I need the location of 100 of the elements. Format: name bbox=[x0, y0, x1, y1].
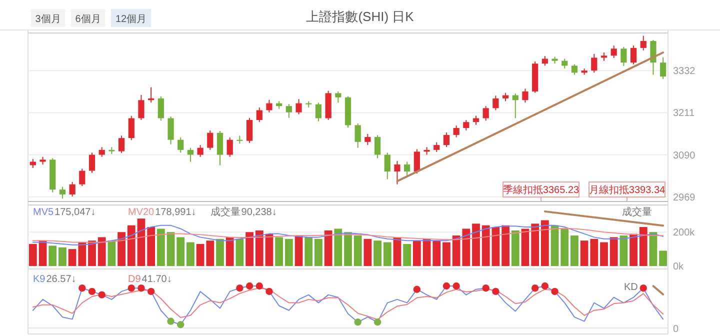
annotation: 月線扣抵3393.34 bbox=[588, 184, 666, 196]
text: 41.70↓ bbox=[142, 274, 172, 285]
point bbox=[551, 288, 558, 296]
bar bbox=[364, 238, 372, 266]
bar bbox=[166, 232, 175, 266]
candlestick bbox=[98, 146, 105, 158]
bar bbox=[570, 236, 578, 266]
point bbox=[88, 288, 96, 296]
candlestick bbox=[207, 130, 214, 150]
bar bbox=[156, 228, 165, 266]
point bbox=[256, 282, 263, 290]
candlestick bbox=[404, 161, 410, 176]
candlestick bbox=[256, 106, 262, 123]
bar bbox=[550, 225, 559, 266]
candlestick bbox=[178, 136, 184, 154]
text: MV5 bbox=[33, 207, 54, 218]
bar bbox=[284, 238, 293, 266]
bar bbox=[580, 240, 588, 266]
bar bbox=[639, 227, 648, 266]
bar bbox=[432, 240, 441, 266]
point bbox=[640, 284, 647, 292]
candlestick bbox=[610, 45, 617, 59]
candlestick bbox=[463, 119, 470, 131]
candlestick bbox=[562, 58, 568, 69]
point bbox=[177, 321, 184, 328]
bar bbox=[521, 228, 530, 266]
point bbox=[442, 282, 450, 290]
bar bbox=[176, 237, 185, 266]
annotation: 175,047↓ bbox=[54, 207, 96, 218]
point bbox=[128, 284, 135, 292]
y-tick-label: 200k bbox=[673, 228, 696, 239]
series-label: MV20 bbox=[128, 207, 155, 218]
bar bbox=[118, 232, 126, 266]
bar bbox=[236, 238, 244, 266]
bar bbox=[48, 246, 57, 266]
candlestick bbox=[620, 46, 627, 67]
annotation: KD bbox=[624, 282, 638, 293]
candlestick bbox=[443, 132, 450, 148]
candlestick bbox=[168, 116, 174, 145]
candlestick bbox=[30, 158, 36, 168]
bar bbox=[511, 230, 520, 266]
bar bbox=[403, 244, 412, 266]
candlestick bbox=[414, 148, 420, 174]
bar bbox=[255, 230, 264, 266]
text: 6個月 bbox=[75, 14, 101, 25]
candlestick bbox=[138, 94, 144, 120]
bar bbox=[98, 237, 106, 266]
y-tick-label: 3332 bbox=[673, 66, 696, 78]
bar bbox=[226, 237, 234, 266]
bar bbox=[275, 237, 284, 266]
bar bbox=[38, 240, 47, 266]
bar bbox=[58, 247, 66, 266]
bar bbox=[531, 224, 540, 266]
candlestick bbox=[315, 102, 322, 122]
candlestick bbox=[472, 115, 480, 126]
candlestick bbox=[394, 160, 400, 185]
candlestick bbox=[88, 152, 96, 174]
candlestick bbox=[216, 130, 224, 166]
bar bbox=[383, 242, 392, 266]
bar bbox=[502, 225, 510, 266]
y-tick-label: 3211 bbox=[673, 108, 695, 120]
point bbox=[541, 282, 549, 290]
candlestick bbox=[296, 98, 302, 115]
bar bbox=[492, 227, 500, 266]
annotation: 178,991↓ bbox=[155, 207, 196, 218]
bar bbox=[560, 228, 569, 266]
bar bbox=[246, 232, 254, 266]
bar bbox=[540, 220, 549, 266]
bar bbox=[649, 232, 658, 266]
bar bbox=[659, 250, 668, 266]
candlestick bbox=[492, 95, 499, 111]
bar bbox=[265, 234, 274, 266]
candlestick bbox=[522, 88, 528, 104]
point bbox=[354, 318, 362, 326]
y-tick-label: 3090 bbox=[673, 150, 696, 162]
candlestick bbox=[354, 122, 361, 148]
candlestick bbox=[226, 136, 233, 158]
bar bbox=[196, 244, 204, 266]
candlestick bbox=[630, 45, 637, 65]
annotation: 90,238↓ bbox=[241, 207, 277, 218]
text: 26.57↓ bbox=[46, 274, 76, 285]
annotation: 成交量 bbox=[622, 206, 652, 218]
bar bbox=[462, 228, 470, 266]
candlestick bbox=[128, 115, 134, 141]
point bbox=[138, 284, 145, 292]
bar bbox=[472, 224, 480, 266]
bar bbox=[304, 237, 313, 266]
bar bbox=[412, 240, 421, 266]
bar bbox=[324, 230, 332, 266]
bar bbox=[186, 242, 194, 266]
candlestick bbox=[197, 144, 204, 158]
bar bbox=[334, 228, 342, 266]
bar bbox=[590, 238, 598, 266]
point bbox=[246, 282, 254, 290]
point bbox=[147, 288, 155, 296]
point bbox=[374, 318, 382, 326]
bar bbox=[68, 249, 76, 266]
text: 3個月 bbox=[35, 14, 61, 25]
bar bbox=[314, 238, 322, 266]
bar bbox=[28, 244, 37, 266]
